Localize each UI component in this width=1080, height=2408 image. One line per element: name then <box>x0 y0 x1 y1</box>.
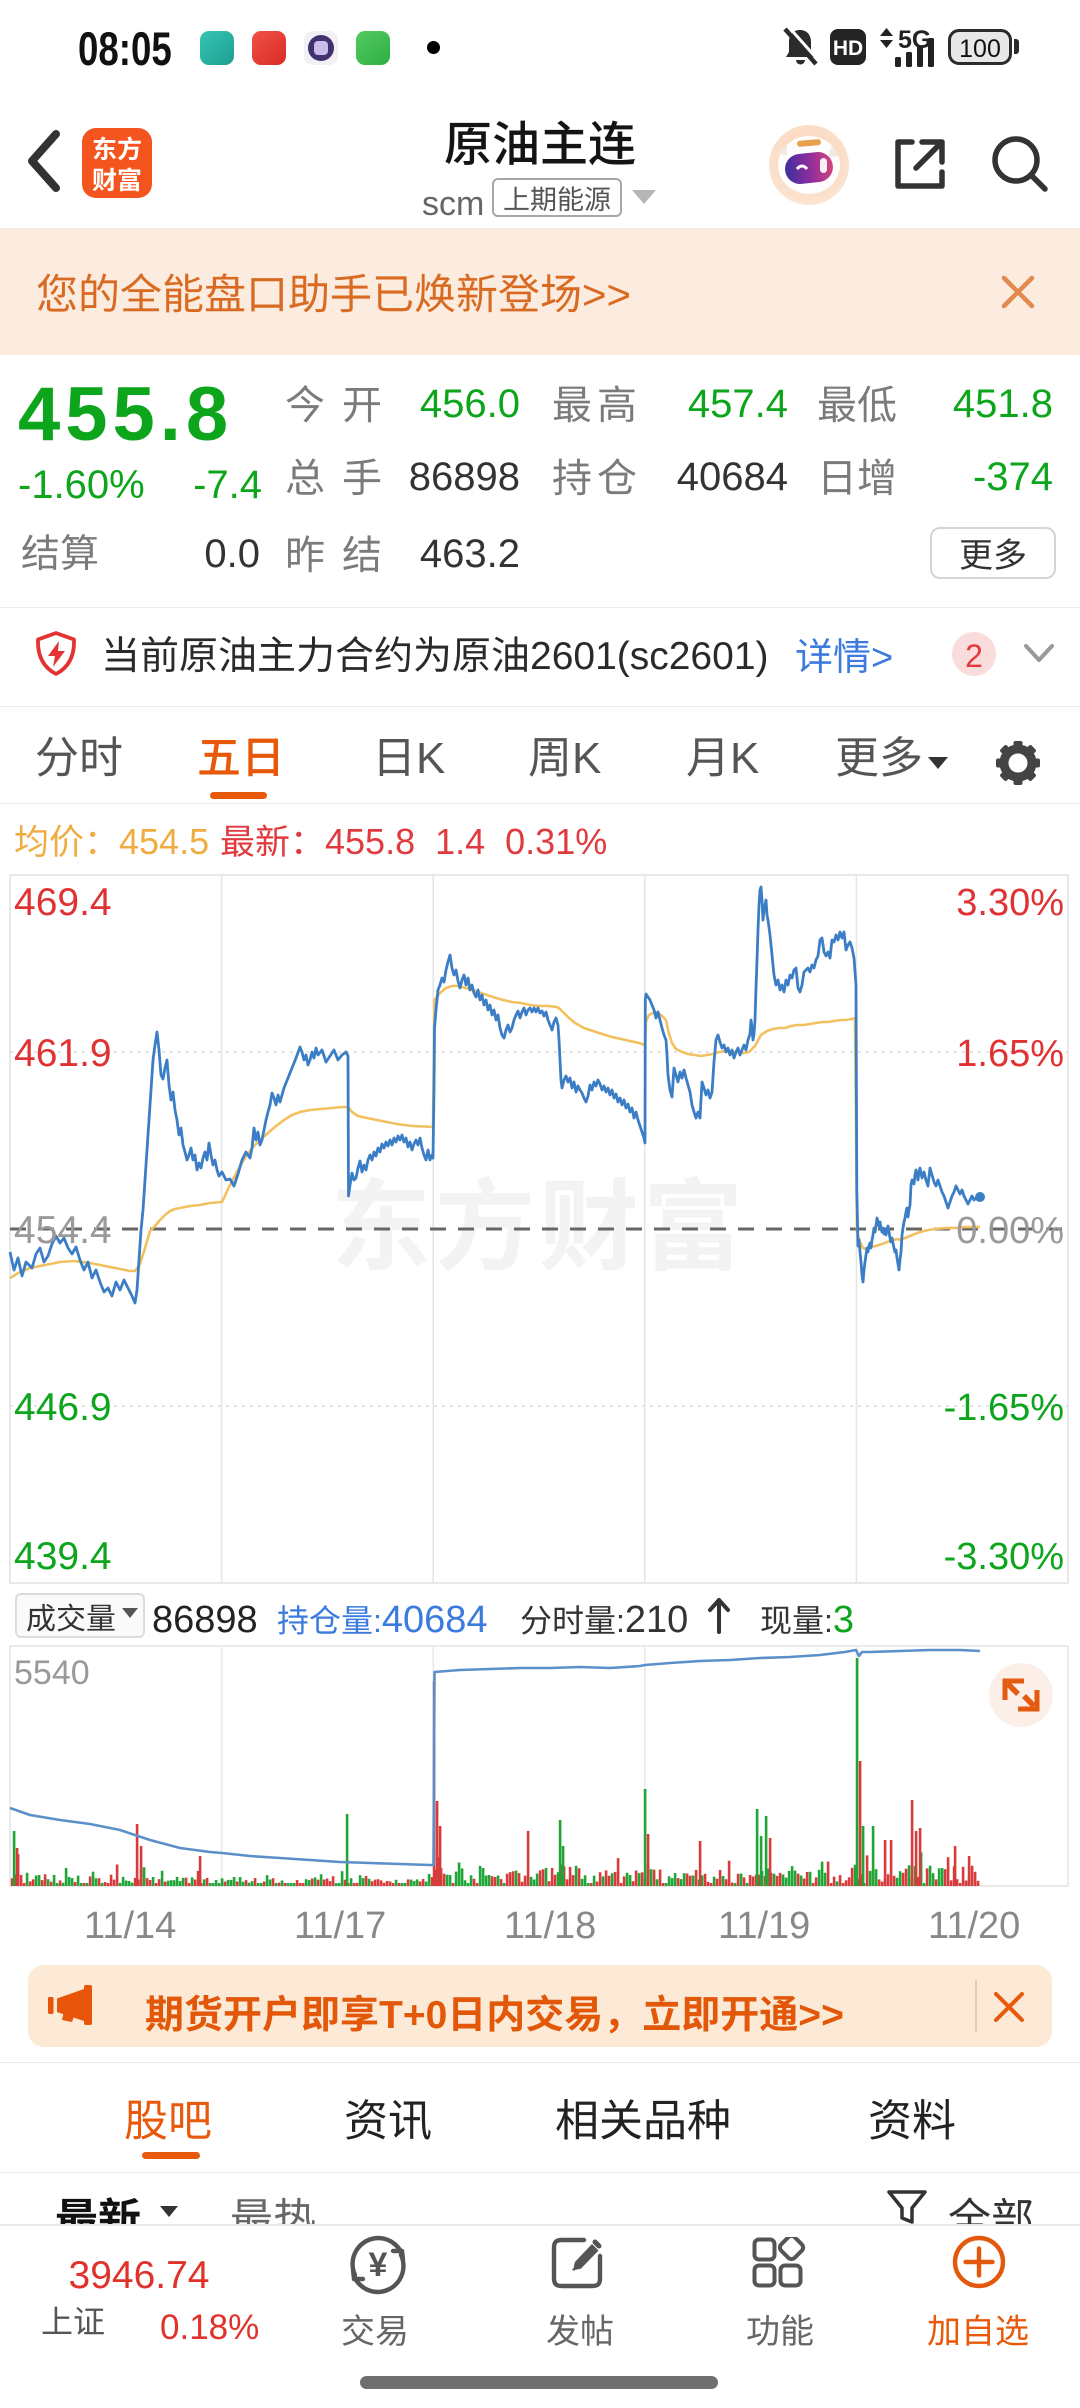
svg-text:439.4: 439.4 <box>14 1525 112 1581</box>
svg-text:-1.65%: -1.65% <box>944 1376 1064 1431</box>
svg-text:东方财富: 东方财富 <box>331 1146 747 1291</box>
svg-text:5G: 5G <box>898 26 931 54</box>
svg-text:461.9: 461.9 <box>14 1022 112 1078</box>
svg-text:469.4: 469.4 <box>14 871 112 927</box>
svg-text:¥: ¥ <box>369 2246 388 2284</box>
svg-text:1.65%: 1.65% <box>956 1022 1064 1077</box>
svg-text:3.30%: 3.30% <box>956 871 1064 926</box>
svg-text:446.9: 446.9 <box>14 1376 112 1432</box>
svg-text:5540: 5540 <box>14 1645 90 1694</box>
svg-text:0.00%: 0.00% <box>956 1199 1064 1254</box>
svg-text:454.4: 454.4 <box>14 1199 112 1255</box>
svg-text:-3.30%: -3.30% <box>944 1525 1064 1580</box>
